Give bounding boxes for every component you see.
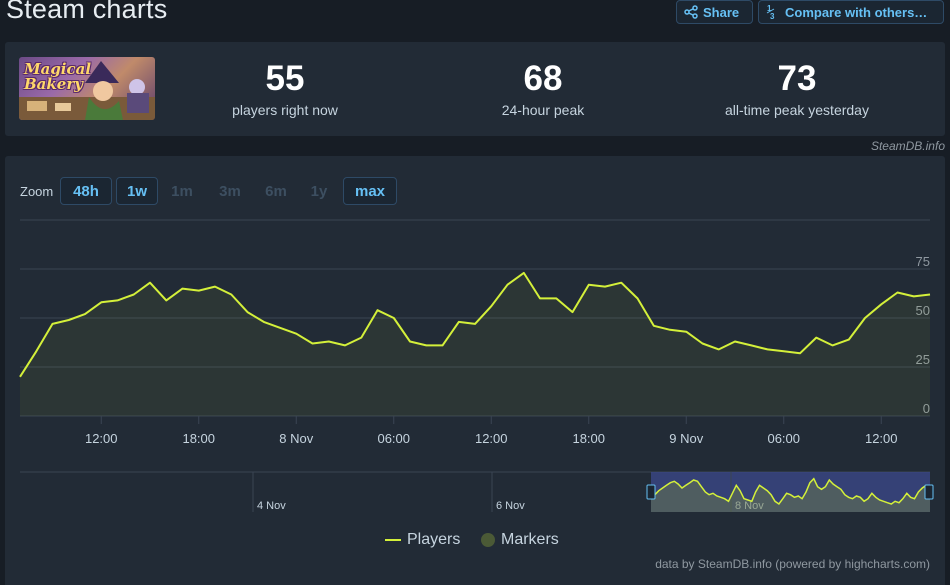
zoom-6m-button[interactable]: 6m: [265, 182, 287, 200]
stat-label: 24-hour peak: [501, 102, 585, 118]
zoom-label: Zoom: [20, 184, 54, 199]
compare-button[interactable]: 1 3 Compare with others…: [758, 0, 944, 24]
stat-24h-peak: 68 24-hour peak: [433, 59, 653, 119]
fraction-icon: 1 3: [766, 4, 780, 20]
stat-label: all-time peak yesterday: [725, 102, 869, 118]
compare-button-label: Compare with others…: [785, 4, 928, 20]
legend-label: Markers: [501, 531, 559, 548]
legend-item-markers[interactable]: Markers: [481, 531, 559, 549]
stat-value: 73: [777, 59, 817, 98]
zoom-1y-button[interactable]: 1y: [310, 182, 328, 200]
legend-label: Players: [407, 531, 461, 548]
legend-dot-icon: [481, 533, 495, 547]
game-art: [19, 61, 155, 120]
stat-label: players right now: [232, 102, 338, 118]
stat-value: 68: [523, 59, 563, 98]
steamdb-credit-link[interactable]: SteamDB.info: [870, 139, 945, 153]
zoom-1m-button[interactable]: 1m: [171, 182, 193, 200]
page-title: Steam charts: [6, 0, 168, 24]
svg-text:1: 1: [767, 4, 772, 13]
game-logo[interactable]: Magical Bakery: [19, 57, 155, 120]
zoom-1w-button[interactable]: 1w: [116, 177, 158, 205]
svg-text:3: 3: [770, 12, 775, 20]
stats-panel: Magical Bakery 55 players right now 68 2…: [5, 42, 945, 136]
stat-players-now: 55 players right now: [175, 59, 395, 119]
legend-line-icon: [385, 539, 401, 541]
game-logo-text: Magical Bakery: [24, 60, 92, 93]
stat-value: 55: [265, 59, 305, 98]
zoom-48h-button[interactable]: 48h: [60, 177, 112, 205]
stat-all-time-peak: 73 all-time peak yesterday: [687, 59, 907, 119]
share-button-label: Share: [703, 4, 740, 20]
zoom-max-button[interactable]: max: [343, 177, 397, 205]
legend-item-players[interactable]: Players: [385, 531, 460, 549]
data-credit: data by SteamDB.info (powered by highcha…: [655, 557, 930, 571]
zoom-3m-button[interactable]: 3m: [219, 182, 241, 200]
chart-panel: [5, 156, 945, 585]
share-button[interactable]: Share: [676, 0, 753, 24]
share-icon: [684, 5, 698, 19]
